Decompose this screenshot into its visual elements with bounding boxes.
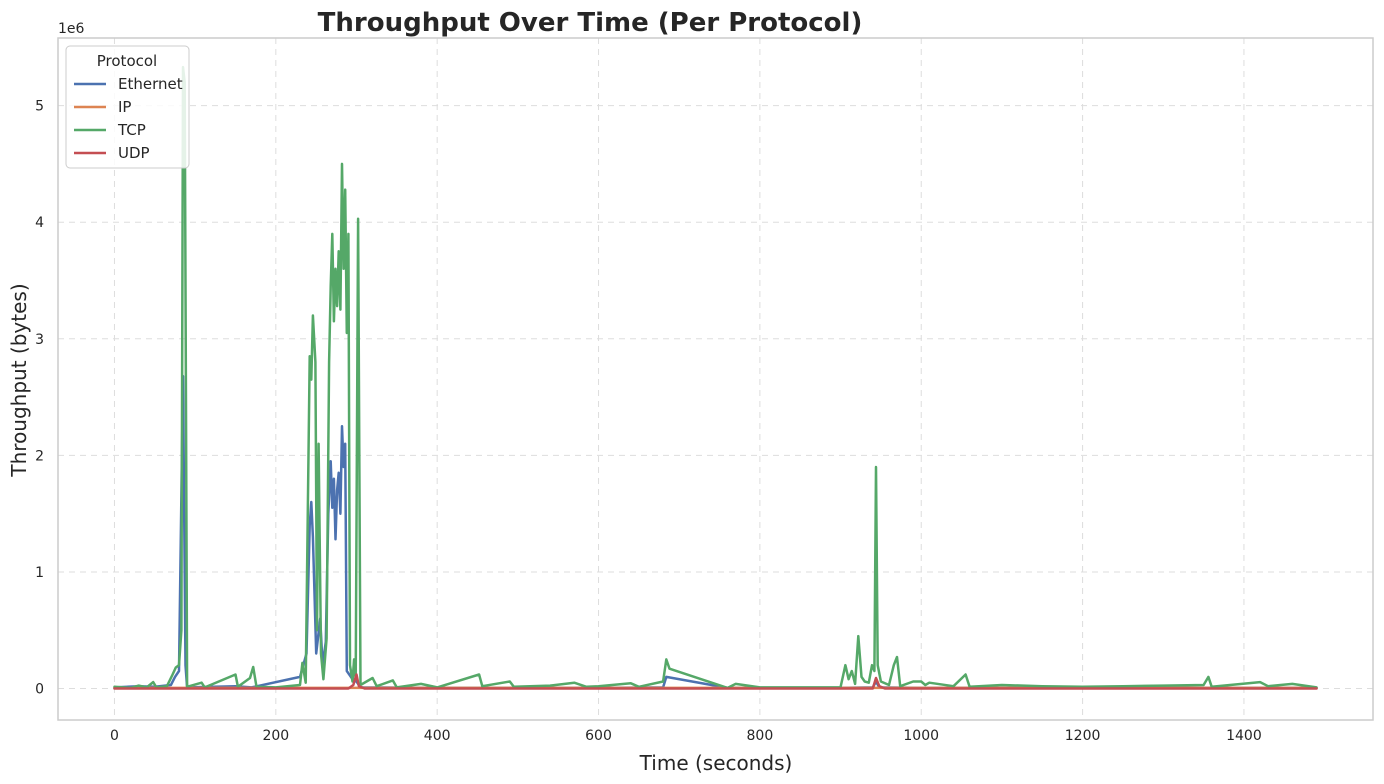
x-tick-label: 1400 — [1226, 728, 1262, 744]
y-tick-label: 0 — [35, 682, 44, 698]
legend-label-udp: UDP — [118, 144, 150, 162]
x-tick-label: 800 — [747, 728, 774, 744]
x-tick-label: 400 — [424, 728, 451, 744]
legend-title: Protocol — [97, 52, 157, 70]
x-axis-ticks: 0 200 400 600 800 1000 1200 1400 — [110, 728, 1262, 744]
y-tick-label: 3 — [35, 332, 44, 348]
x-tick-label: 600 — [585, 728, 612, 744]
x-tick-label: 1000 — [903, 728, 939, 744]
legend: Protocol Ethernet IP TCP UDP — [65, 45, 190, 169]
legend-box — [65, 45, 190, 169]
y-tick-label: 1 — [35, 565, 44, 581]
y-axis-offset-label: 1e6 — [58, 21, 85, 37]
legend-label-ethernet: Ethernet — [118, 75, 183, 93]
y-tick-label: 5 — [35, 99, 44, 115]
series-line-udp — [113, 673, 1318, 690]
y-tick-label: 4 — [35, 215, 44, 231]
y-axis-ticks: 0 1 2 3 4 5 — [35, 99, 44, 698]
x-tick-label: 1200 — [1065, 728, 1101, 744]
y-axis-label: Throughput (bytes) — [7, 283, 31, 477]
x-axis-label: Time (seconds) — [639, 751, 793, 775]
legend-label-tcp: TCP — [117, 121, 146, 139]
x-tick-label: 200 — [262, 728, 289, 744]
y-tick-label: 2 — [35, 448, 44, 464]
legend-items: Ethernet IP TCP UDP — [74, 75, 183, 162]
series-line-tcp — [113, 65, 1318, 690]
grid-lines — [58, 38, 1373, 720]
chart-title: Throughput Over Time (Per Protocol) — [318, 8, 863, 38]
x-tick-label: 0 — [110, 728, 119, 744]
series-lines — [113, 65, 1318, 690]
legend-label-ip: IP — [118, 98, 131, 116]
plot-frame — [57, 37, 1374, 721]
